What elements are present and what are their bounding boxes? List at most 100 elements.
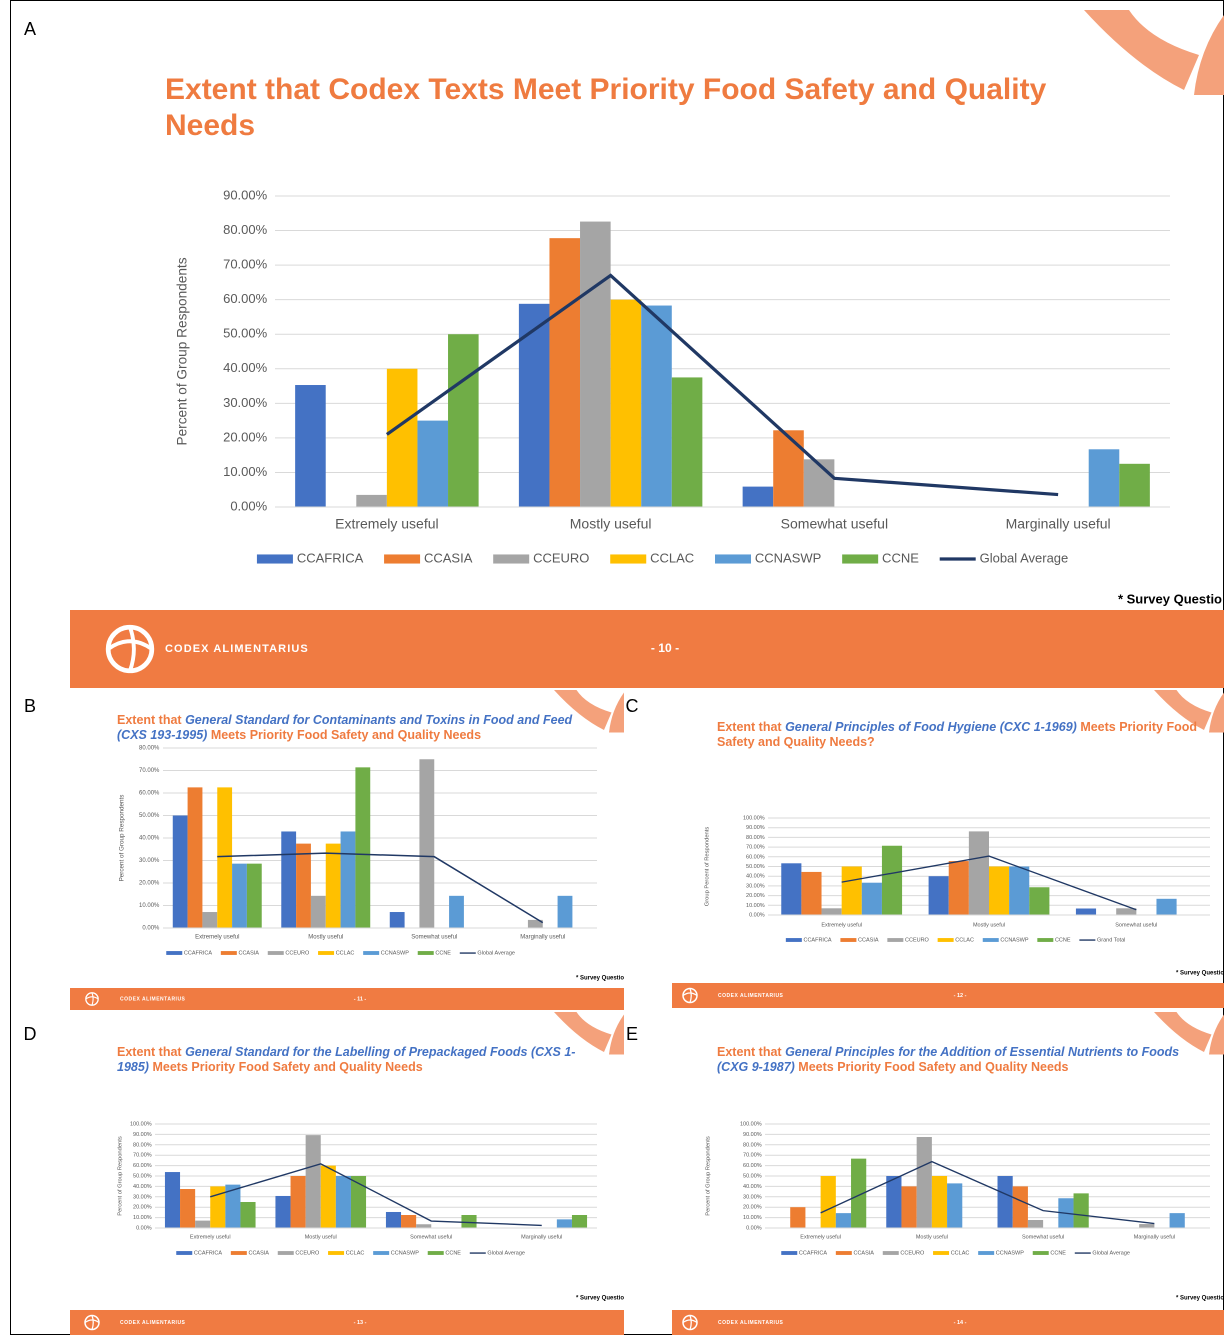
y-tick-label: 30.00% bbox=[223, 395, 268, 410]
bar bbox=[836, 1213, 851, 1228]
legend-swatch bbox=[418, 951, 434, 955]
y-tick-label: 90.00% bbox=[223, 187, 268, 202]
legend-label: CCASIA bbox=[248, 1250, 269, 1256]
x-tick-label: Marginally useful bbox=[521, 1234, 562, 1240]
legend-swatch bbox=[842, 554, 878, 563]
bar bbox=[355, 767, 370, 928]
bar bbox=[949, 861, 969, 915]
y-tick-label: 40.00% bbox=[746, 874, 765, 880]
bar bbox=[341, 831, 356, 928]
bar bbox=[641, 306, 672, 507]
bar bbox=[417, 421, 448, 507]
y-axis-label: Percent of Group Respondents bbox=[175, 257, 190, 445]
legend-label: Global Average bbox=[477, 950, 515, 956]
y-tick-label: 10.00% bbox=[139, 903, 160, 909]
bar bbox=[217, 787, 232, 928]
y-tick-label: 10.00% bbox=[746, 903, 765, 909]
y-tick-label: 70.00% bbox=[743, 1153, 762, 1159]
y-tick-label: 10.00% bbox=[133, 1215, 152, 1221]
panel-label: A bbox=[24, 19, 36, 39]
y-tick-label: 30.00% bbox=[743, 1194, 762, 1200]
y-tick-label: 0.00% bbox=[746, 1225, 762, 1231]
y-tick-label: 50.00% bbox=[746, 864, 765, 870]
bar bbox=[932, 1176, 947, 1228]
bar bbox=[781, 863, 801, 915]
title-part: Extent that bbox=[717, 720, 782, 734]
y-tick-label: 70.00% bbox=[139, 768, 160, 774]
bar bbox=[929, 876, 949, 915]
line bbox=[217, 853, 543, 923]
legend-label: CCNE bbox=[435, 950, 451, 956]
bar bbox=[311, 896, 326, 928]
legend-label: CCNE bbox=[1050, 1250, 1066, 1256]
y-tick-label: 40.00% bbox=[223, 360, 268, 375]
bar bbox=[1013, 1186, 1028, 1228]
bar bbox=[1074, 1193, 1089, 1228]
y-tick-label: 40.00% bbox=[133, 1184, 152, 1190]
figure-canvas: A0.00%10.00%20.00%30.00%40.00%50.00%60.0… bbox=[0, 0, 1224, 1335]
footnote: * Survey Questio bbox=[576, 976, 624, 982]
bar bbox=[240, 1202, 255, 1228]
y-tick-label: 70.00% bbox=[746, 845, 765, 851]
bar bbox=[165, 1172, 180, 1228]
legend-label: CCLAC bbox=[336, 950, 355, 956]
chart-title: Extent that General Standard for the Lab… bbox=[117, 1045, 597, 1075]
legend-label: CCEURO bbox=[295, 1250, 320, 1256]
legend: CCAFRICACCASIACCEUROCCLACCCNASWPCCNEGlob… bbox=[176, 1250, 525, 1256]
panel-label: B bbox=[24, 696, 36, 716]
bar bbox=[549, 238, 580, 507]
x-tick-label: Extremely useful bbox=[195, 935, 239, 941]
title-part: Extent that Codex Texts Meet Priority Fo… bbox=[165, 73, 1046, 142]
bar bbox=[572, 1215, 587, 1228]
decoration bbox=[1084, 10, 1199, 90]
bar bbox=[519, 304, 550, 507]
bar bbox=[390, 912, 405, 928]
bar bbox=[202, 912, 217, 928]
bar bbox=[1139, 1224, 1154, 1228]
bar bbox=[773, 430, 804, 507]
x-tick-label: Mostly useful bbox=[308, 935, 343, 941]
y-tick-label: 50.00% bbox=[223, 326, 268, 341]
x-tick-label: Mostly useful bbox=[305, 1234, 337, 1240]
y-tick-label: 30.00% bbox=[746, 883, 765, 889]
x-tick-label: Somewhat useful bbox=[411, 935, 457, 941]
x-tick-label: Marginally useful bbox=[520, 935, 565, 941]
footnote: * Survey Questio bbox=[576, 1296, 624, 1302]
footnote: * Survey Questio bbox=[1176, 971, 1224, 977]
bar bbox=[321, 1166, 336, 1228]
bar bbox=[558, 896, 573, 928]
bar bbox=[232, 864, 247, 928]
y-tick-label: 60.00% bbox=[139, 791, 160, 797]
x-tick-label: Mostly useful bbox=[570, 516, 652, 532]
legend-label: CCLAC bbox=[951, 1250, 970, 1256]
y-tick-label: 0.00% bbox=[230, 498, 267, 513]
y-tick-label: 80.00% bbox=[746, 835, 765, 841]
y-tick-label: 100.00% bbox=[130, 1121, 152, 1127]
title-part: Meets Priority Food Safety and Quality N… bbox=[211, 728, 481, 742]
bar bbox=[180, 1189, 195, 1228]
bar bbox=[281, 831, 296, 928]
x-tick-label: Marginally useful bbox=[1134, 1234, 1175, 1240]
bar bbox=[1156, 899, 1176, 915]
y-tick-label: 90.00% bbox=[746, 825, 765, 831]
bar bbox=[580, 222, 611, 507]
bar bbox=[356, 495, 387, 507]
legend-label: CCNASWP bbox=[381, 950, 409, 956]
y-tick-label: 90.00% bbox=[133, 1132, 152, 1138]
legend-label: CCNE bbox=[1055, 937, 1071, 943]
bar bbox=[386, 1212, 401, 1228]
legend-label: CCAFRICA bbox=[803, 937, 831, 943]
bar bbox=[295, 385, 326, 507]
y-tick-label: 30.00% bbox=[139, 858, 160, 864]
legend-swatch bbox=[887, 938, 903, 942]
legend-swatch bbox=[781, 1251, 797, 1255]
legend-label: CCLAC bbox=[346, 1250, 365, 1256]
y-tick-label: 40.00% bbox=[139, 836, 160, 842]
legend-label: CCEURO bbox=[900, 1250, 925, 1256]
bar bbox=[886, 1176, 901, 1228]
bar bbox=[611, 300, 642, 507]
legend-label: CCAFRICA bbox=[297, 550, 364, 565]
legend-swatch bbox=[231, 1251, 247, 1255]
